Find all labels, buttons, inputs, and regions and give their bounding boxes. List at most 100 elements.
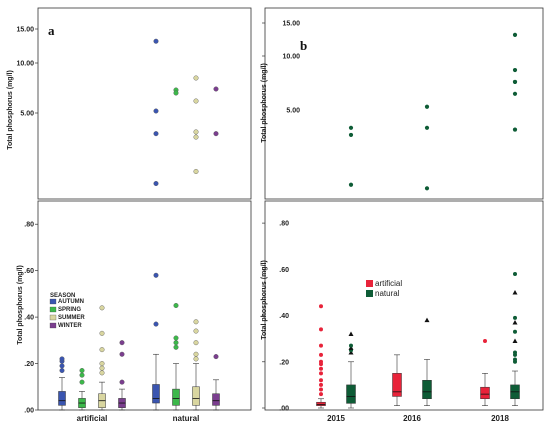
box-body (58, 391, 66, 406)
panel-b-upper-frame (264, 7, 544, 200)
y-tick-label: 5.00 (20, 111, 34, 118)
outlier-point (99, 305, 105, 311)
y-tick-label: .60 (24, 268, 34, 275)
outlier-point (119, 351, 125, 357)
legend-label-spring: SPRING (58, 307, 81, 313)
extreme-outlier-triangle (424, 317, 430, 323)
box-body (192, 386, 200, 406)
outlier-point (99, 370, 105, 376)
panel-a-lower-frame (37, 200, 252, 411)
y-tick-label: .40 (279, 313, 289, 320)
panel-a: a Total phosphorus (mg/l) Total phosphor… (7, 7, 252, 423)
extreme-point (213, 131, 219, 137)
outlier-point (99, 361, 105, 367)
extreme-point (348, 125, 354, 130)
y-tick-label: 15.00 (16, 27, 34, 34)
extreme-outlier-triangle (512, 319, 518, 325)
legend-swatch-winter (49, 322, 57, 329)
outlier-point (213, 354, 219, 360)
outlier-point (59, 368, 65, 374)
box-body (392, 373, 402, 397)
x-category-natural: natural (173, 414, 200, 423)
outlier-point (319, 392, 323, 397)
y-tick-label: .80 (279, 221, 289, 228)
y-tick-label: .80 (24, 222, 34, 229)
outlier-point (193, 351, 199, 357)
extreme-point (173, 90, 179, 96)
outlier-point (513, 315, 517, 320)
box-body (346, 384, 356, 404)
outlier-point (79, 379, 85, 385)
y-tick-label: .00 (24, 408, 34, 415)
box-body (172, 388, 180, 406)
box-natural-autumn (152, 272, 160, 411)
outlier-point (99, 365, 105, 371)
extreme-point (193, 75, 199, 81)
panel-b: b Total phosphorus (mg/l) Total phosphor… (261, 7, 544, 423)
extreme-point (348, 132, 354, 138)
legend-swatch-summer (49, 314, 57, 321)
extreme-outlier-triangle (512, 289, 518, 295)
extreme-point (348, 182, 354, 187)
outlier-point (319, 366, 323, 371)
outlier-point (99, 330, 105, 336)
legend-label-winter: WINTER (58, 323, 82, 329)
outlier-point (193, 328, 199, 334)
box-2018-natural (510, 271, 520, 406)
extreme-point (512, 79, 518, 85)
outlier-point (513, 350, 517, 355)
extreme-point (193, 168, 199, 174)
extreme-point (424, 104, 430, 109)
extreme-point (213, 86, 219, 92)
box-artificial-autumn (58, 356, 66, 411)
extreme-point (512, 67, 518, 73)
outlier-point (59, 363, 65, 369)
box-body (152, 384, 160, 404)
outlier-point (119, 340, 125, 346)
extreme-point (424, 186, 430, 191)
extreme-point (193, 134, 199, 140)
box-body (316, 401, 326, 406)
outlier-point (99, 347, 105, 353)
extreme-point (512, 32, 518, 37)
outlier-point (513, 271, 517, 276)
outlier-point (173, 344, 179, 350)
outlier-point (119, 379, 125, 385)
extreme-point (512, 91, 518, 96)
x-category-2016: 2016 (403, 414, 421, 423)
y-tick-label: 10.00 (16, 61, 34, 68)
box-natural-spring (172, 303, 180, 411)
panel-b-x-categories: 2015 2016 2018 (327, 414, 509, 423)
outlier-point (193, 340, 199, 346)
panel-a-upper-ticks: 15.00 10.00 5.00 (16, 27, 38, 118)
outlier-point (173, 303, 179, 309)
panel-b-marks (316, 32, 520, 409)
outlier-point (193, 356, 199, 362)
box-2015-artificial (316, 304, 326, 409)
panel-a-lower-ticks: .80 .60 .40 .20 .00 (24, 222, 38, 415)
box-body (212, 393, 220, 406)
box-body (422, 380, 432, 400)
box-body (480, 386, 490, 400)
outlier-point (319, 382, 323, 387)
outlier-point (173, 340, 179, 346)
panel-b-upper-ylabel: Total phosphorus (mg/l) (261, 63, 268, 143)
x-category-artificial: artificial (77, 414, 108, 423)
box-2015-natural (346, 331, 356, 409)
extreme-point (193, 98, 199, 104)
extreme-point (153, 38, 159, 44)
extreme-point (193, 129, 199, 135)
box-2018-artificial (480, 338, 490, 406)
outlier-point (193, 319, 199, 325)
box-artificial-summer (98, 305, 106, 411)
outlier-point (319, 352, 323, 357)
outlier-point (79, 368, 85, 374)
legend-swatch-autumn (49, 298, 57, 305)
outlier-point (513, 357, 517, 362)
outlier-point (153, 321, 159, 327)
panel-b-upper-ticks: 15.00 10.00 5.00 (262, 21, 300, 115)
outlier-point (483, 338, 487, 343)
panel-b-lower-ylabel: Total phosphorus (mg/l) (261, 260, 268, 340)
